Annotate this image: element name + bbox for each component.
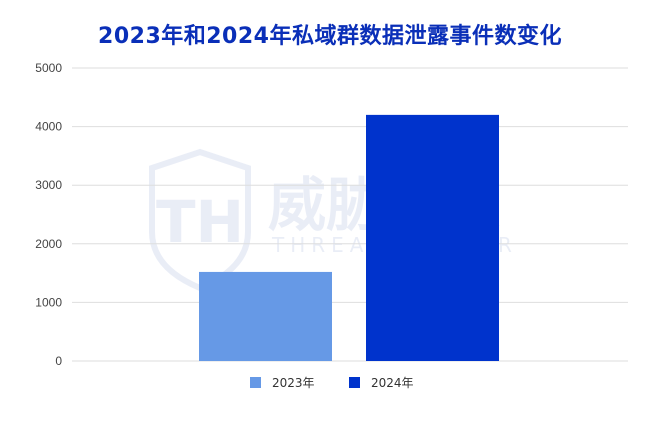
chart-title: 2023年和2024年私域群数据泄露事件数变化 (98, 24, 562, 49)
legend-swatch (349, 377, 360, 388)
y-gridlines (72, 67, 628, 362)
y-axis-ticks: 0 1000 2000 3000 4000 5000 (35, 61, 62, 368)
legend-swatch (250, 377, 261, 388)
bars (199, 114, 499, 361)
y-tick-label: 2000 (35, 237, 62, 251)
watermark-logo-letters: TH (156, 188, 244, 256)
y-tick-label: 3000 (35, 178, 62, 192)
bar-2 (366, 114, 499, 361)
y-tick-label: 0 (55, 354, 62, 368)
y-tick-label: 4000 (35, 120, 62, 134)
y-tick-label: 1000 (35, 295, 62, 309)
legend: 2023年 2024年 (250, 376, 414, 390)
legend-label: 2023年 (272, 376, 315, 390)
bar-1 (199, 271, 332, 361)
legend-label: 2024年 (371, 376, 414, 390)
y-tick-label: 5000 (35, 61, 62, 75)
